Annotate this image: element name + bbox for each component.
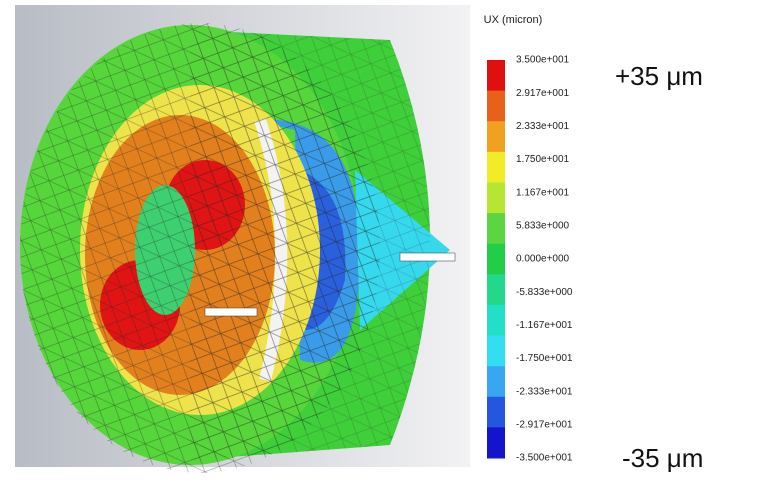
color-band — [487, 274, 505, 305]
color-band — [487, 366, 505, 397]
probe-label — [205, 308, 257, 316]
color-band — [487, 60, 505, 91]
color-bar: 3.500e+001 2.917e+001 2.333e+001 1.750e+001… — [487, 55, 573, 464]
color-band — [487, 91, 505, 122]
legend-label: 2.333e+001 — [516, 121, 570, 132]
color-band — [487, 336, 505, 367]
legend-title: UX (micron) — [484, 14, 543, 26]
legend-label: -5.833e+000 — [516, 287, 573, 298]
color-band — [487, 213, 505, 244]
legend-label: 1.167e+001 — [516, 187, 570, 198]
color-band — [487, 397, 505, 428]
legend-label: -2.333e+001 — [516, 386, 573, 397]
color-band — [487, 244, 505, 275]
max-annotation: +35 μm — [615, 61, 703, 91]
screenshot: UX (micron) 3.500e+001 2.917e+001 2.333e+0… — [0, 0, 760, 477]
legend-label: 2.917e+001 — [516, 88, 570, 99]
min-annotation: -35 μm — [622, 443, 703, 473]
legend-label: 5.833e+000 — [516, 220, 570, 231]
mesh — [190, 30, 430, 460]
model-view — [15, 5, 470, 473]
legend-label: 3.500e+001 — [516, 55, 570, 66]
probe-label — [400, 253, 455, 261]
legend-label: -1.167e+001 — [516, 320, 573, 331]
legend-label: -2.917e+001 — [516, 419, 573, 430]
page: UX (micron) 3.500e+001 2.917e+001 2.333e+0… — [0, 0, 760, 482]
color-band — [487, 182, 505, 213]
legend-label: -1.750e+001 — [516, 353, 573, 364]
color-band — [487, 121, 505, 152]
color-band — [487, 427, 505, 458]
legend-label: -3.500e+001 — [516, 453, 573, 464]
legend-label: 1.750e+001 — [516, 154, 570, 165]
color-band — [487, 305, 505, 336]
color-band — [487, 152, 505, 183]
legend-label: 0.000e+000 — [516, 254, 570, 265]
